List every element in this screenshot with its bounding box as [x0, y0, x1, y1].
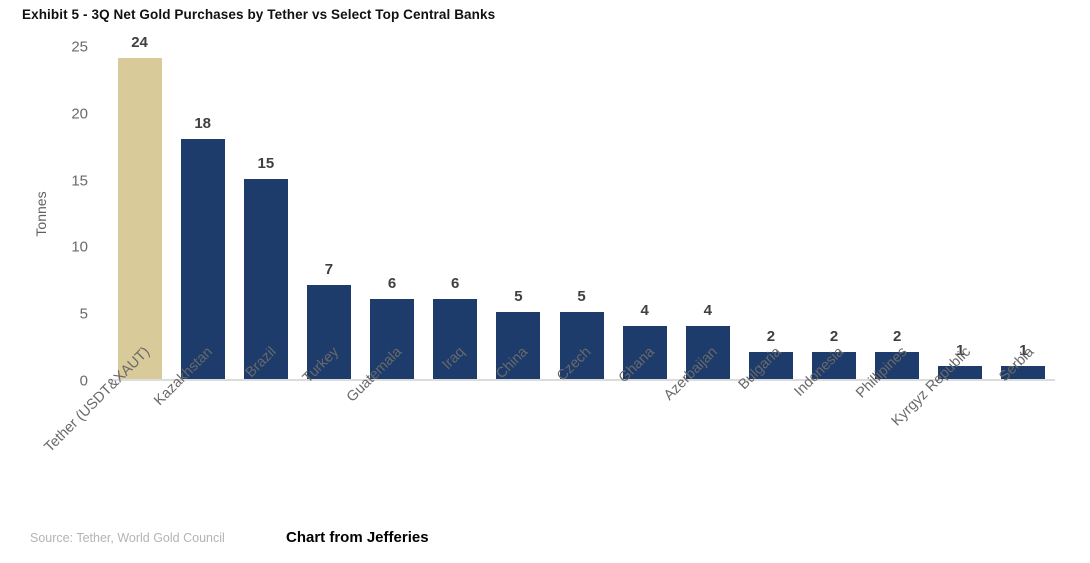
bar-tether-usdt-xaut	[117, 58, 162, 379]
y-tick-20: 20	[71, 105, 88, 123]
bar-value-kyrgyz-republic: 1	[956, 341, 965, 359]
bar-value-czech: 5	[577, 288, 586, 306]
bar-value-serbia: 1	[1019, 341, 1028, 359]
bar-czech	[559, 312, 604, 379]
source-note: Source: Tether, World Gold Council	[30, 531, 225, 545]
bar-value-tether-usdt-xaut: 24	[131, 34, 148, 52]
bar-indonesia	[812, 352, 857, 379]
bar-kazakhstan	[180, 138, 225, 379]
bar-value-china: 5	[514, 288, 523, 306]
y-tick-10: 10	[71, 238, 88, 256]
bar-value-bulgaria: 2	[766, 328, 776, 346]
bar-value-iraq: 6	[451, 274, 460, 292]
chart-title: Exhibit 5 - 3Q Net Gold Purchases by Tet…	[22, 7, 496, 22]
bar-kyrgyz-republic	[938, 365, 983, 379]
bar-value-ghana: 4	[640, 301, 649, 319]
y-tick-5: 5	[79, 305, 88, 323]
y-axis-ticks: 0 5 10 15 20 25	[0, 39, 88, 390]
bar-china	[496, 312, 541, 379]
bar-guatemala	[370, 298, 415, 379]
bar-value-indonesia: 2	[829, 328, 839, 346]
bar-value-turkey: 7	[324, 261, 334, 279]
bar-ghana	[622, 325, 667, 379]
y-tick-0: 0	[79, 372, 88, 390]
bar-value-brazil: 15	[257, 154, 275, 172]
bar-iraq	[433, 298, 478, 379]
bar-serbia	[1001, 365, 1046, 379]
bar-phillipines	[875, 352, 920, 379]
bar-value-guatemala: 6	[387, 274, 397, 292]
bar-bulgaria	[748, 352, 793, 379]
y-tick-15: 15	[71, 172, 88, 190]
plot-area: 24 18 15 7 6 6 5 5 4 4 2 2 2 1 1	[108, 34, 1055, 381]
bar-azerbaijan	[685, 325, 730, 379]
bar-turkey	[306, 285, 351, 379]
y-tick-25: 25	[71, 38, 88, 56]
bar-value-azerbaijan: 4	[703, 301, 712, 319]
credit-note: Chart from Jefferies	[286, 529, 429, 546]
bar-brazil	[243, 178, 288, 379]
bar-value-kazakhstan: 18	[194, 114, 212, 132]
bar-value-phillipines: 2	[892, 328, 902, 346]
